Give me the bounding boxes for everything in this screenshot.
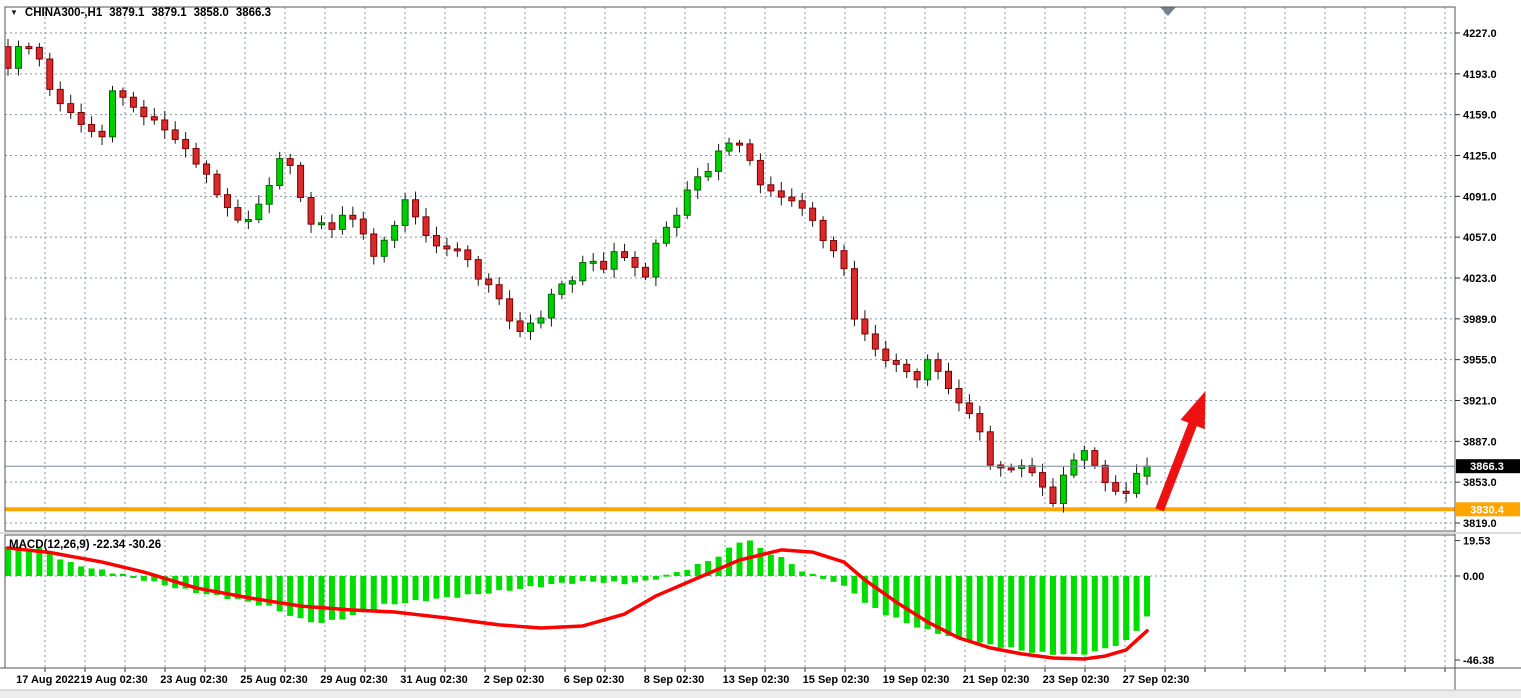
ohlc-low: 3858.0 — [193, 7, 229, 19]
svg-text:8 Sep 02:30: 8 Sep 02:30 — [644, 674, 705, 686]
svg-text:19 Sep 02:30: 19 Sep 02:30 — [883, 674, 950, 686]
ohlc-high: 3879.1 — [151, 7, 187, 19]
svg-text:6 Sep 02:30: 6 Sep 02:30 — [564, 674, 625, 686]
svg-text:0.00: 0.00 — [1463, 571, 1484, 583]
svg-text:4227.0: 4227.0 — [1463, 28, 1497, 40]
svg-text:3921.0: 3921.0 — [1463, 396, 1497, 408]
symbol-ohlc-label: ▼ CHINA300-,H1 3879.1 3879.1 3858.0 3866… — [10, 7, 271, 19]
window-bottom-strip — [0, 689, 1521, 698]
svg-text:31 Aug 02:30: 31 Aug 02:30 — [400, 674, 467, 686]
candles-layer — [4, 38, 1151, 513]
svg-text:2 Sep 02:30: 2 Sep 02:30 — [484, 674, 545, 686]
macd-axis[interactable]: 19.53 0.00 -46.38 — [1455, 536, 1494, 667]
svg-text:3830.4: 3830.4 — [1470, 504, 1505, 516]
svg-text:3866.3: 3866.3 — [1470, 461, 1504, 473]
svg-text:29 Aug 02:30: 29 Aug 02:30 — [320, 674, 387, 686]
svg-text:3955.0: 3955.0 — [1463, 355, 1497, 367]
trend-arrow[interactable] — [1155, 390, 1206, 512]
support-level-badge: 3830.4 — [1456, 502, 1520, 517]
current-price-badge: 3866.3 — [1456, 459, 1520, 474]
svg-text:3819.0: 3819.0 — [1463, 518, 1497, 530]
symbol-period-label: CHINA300-,H1 — [24, 7, 103, 19]
svg-text:19.53: 19.53 — [1463, 536, 1491, 548]
svg-text:25 Aug 02:30: 25 Aug 02:30 — [240, 674, 307, 686]
svg-text:-46.38: -46.38 — [1463, 655, 1494, 667]
panel-splitter[interactable] — [0, 532, 1521, 534]
svg-text:3887.0: 3887.0 — [1463, 436, 1497, 448]
svg-text:4023.0: 4023.0 — [1463, 273, 1497, 285]
svg-text:23 Sep 02:30: 23 Sep 02:30 — [1043, 674, 1110, 686]
macd-signal-line — [6, 546, 1149, 661]
symbol-dropdown-icon[interactable]: ▼ — [10, 8, 18, 17]
chart-shift-marker[interactable] — [1159, 7, 1176, 16]
ohlc-open: 3879.1 — [109, 7, 145, 19]
svg-text:13 Sep 02:30: 13 Sep 02:30 — [723, 674, 790, 686]
svg-text:17 Aug 2022: 17 Aug 2022 — [16, 674, 80, 686]
macd-indicator-label: MACD(12,26,9) -22.34 -30.26 — [9, 539, 162, 551]
svg-text:27 Sep 02:30: 27 Sep 02:30 — [1123, 674, 1190, 686]
svg-text:4159.0: 4159.0 — [1463, 110, 1497, 122]
svg-text:3989.0: 3989.0 — [1463, 314, 1497, 326]
svg-text:23 Aug 02:30: 23 Aug 02:30 — [160, 674, 227, 686]
svg-text:4057.0: 4057.0 — [1463, 232, 1497, 244]
ohlc-close: 3866.3 — [235, 7, 271, 19]
svg-text:19 Aug 02:30: 19 Aug 02:30 — [80, 674, 147, 686]
svg-text:21 Sep 02:30: 21 Sep 02:30 — [963, 674, 1030, 686]
svg-text:4193.0: 4193.0 — [1463, 69, 1497, 81]
svg-text:4091.0: 4091.0 — [1463, 191, 1497, 203]
time-axis[interactable]: 17 Aug 2022 19 Aug 02:30 23 Aug 02:30 25 Au… — [0, 667, 1521, 686]
svg-text:3853.0: 3853.0 — [1463, 477, 1497, 489]
price-axis[interactable]: 4227.0 4193.0 4159.0 4125.0 4091.0 4057.0 4023… — [1455, 28, 1497, 530]
svg-text:4125.0: 4125.0 — [1463, 151, 1497, 163]
svg-text:15 Sep 02:30: 15 Sep 02:30 — [803, 674, 870, 686]
